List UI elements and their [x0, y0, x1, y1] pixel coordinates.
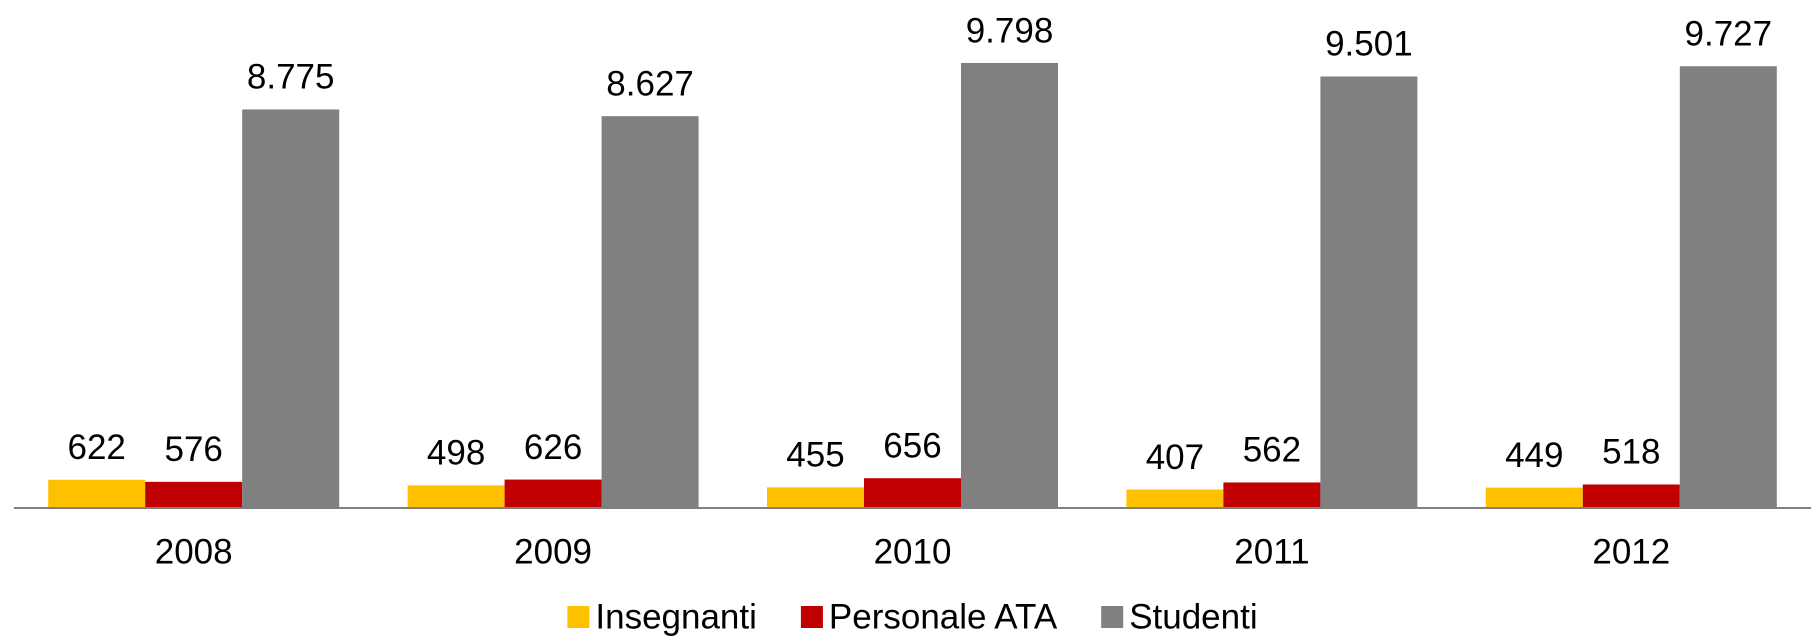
legend: Insegnanti Personale ATA Studenti: [567, 597, 1258, 636]
data-label: 9.501: [1325, 25, 1413, 64]
legend-swatch: [1101, 606, 1124, 628]
data-label: 656: [883, 426, 941, 465]
data-label: 455: [786, 436, 844, 475]
data-label: 626: [524, 428, 582, 467]
bar: [767, 487, 864, 508]
bar: [504, 479, 602, 508]
bar: [1582, 484, 1680, 508]
legend-swatch: [800, 606, 823, 628]
data-label: 498: [427, 434, 485, 473]
bar: [961, 63, 1058, 508]
bar: [864, 478, 961, 508]
data-label: 449: [1505, 436, 1563, 475]
data-label: 407: [1146, 438, 1204, 477]
data-label: 9.727: [1685, 14, 1773, 53]
x-tick-label: 2009: [514, 532, 592, 571]
x-tick-label: 2012: [1592, 532, 1670, 571]
x-tick-label: 2010: [874, 532, 952, 571]
legend-label: Personale ATA: [829, 597, 1058, 636]
data-label: 622: [67, 428, 125, 467]
bar: [242, 109, 340, 508]
bar: [407, 485, 505, 508]
data-label: 8.627: [606, 64, 694, 103]
legend-swatch: [567, 606, 590, 628]
bar: [1223, 482, 1321, 508]
bar: [1126, 489, 1224, 508]
legend-label: Studenti: [1129, 597, 1257, 636]
bar: [145, 481, 243, 508]
x-tick-label: 2011: [1234, 532, 1309, 571]
data-label: 562: [1243, 431, 1301, 470]
data-label: 518: [1602, 433, 1660, 472]
data-label: 8.775: [247, 58, 335, 97]
bar: [1320, 76, 1418, 508]
bar: [601, 116, 699, 509]
bar: [48, 479, 146, 508]
data-label: 576: [164, 430, 222, 469]
bar: [1679, 66, 1777, 508]
legend-label: Insegnanti: [595, 597, 757, 636]
bar: [1485, 487, 1583, 508]
x-tick-label: 2008: [155, 532, 233, 571]
data-label: 9.798: [966, 11, 1054, 50]
